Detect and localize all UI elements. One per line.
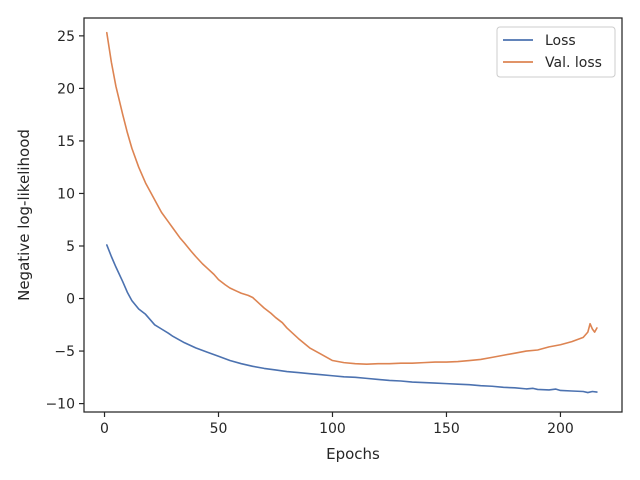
x-tick-label: 200 [547,421,574,437]
y-tick-label: 25 [57,29,75,45]
legend-label: Loss [545,33,576,49]
x-axis-label: Epochs [326,445,380,463]
legend-label: Val. loss [545,55,602,71]
y-tick-label: 5 [66,239,75,255]
y-tick-label: 15 [57,134,75,150]
legend: Loss Val. loss [496,26,616,78]
y-axis-label: Negative log-likelihood [15,129,33,301]
x-axis: 0 50 100 150 200 [100,412,574,437]
x-tick-label: 0 [100,421,109,437]
series-layer [106,31,598,394]
series-line-val-loss [106,31,598,365]
y-tick-label: 10 [57,186,75,202]
y-axis: −10 −5 0 5 10 15 20 25 [45,29,84,413]
plot-frame [83,17,623,413]
y-tick-label: −5 [54,344,75,360]
x-tick-label: 100 [319,421,346,437]
x-tick-label: 150 [433,421,460,437]
y-tick-label: −10 [45,397,75,413]
y-tick-label: 0 [66,292,75,308]
x-tick-label: 50 [210,421,228,437]
series-line-loss [106,244,598,394]
y-tick-label: 20 [57,81,75,97]
